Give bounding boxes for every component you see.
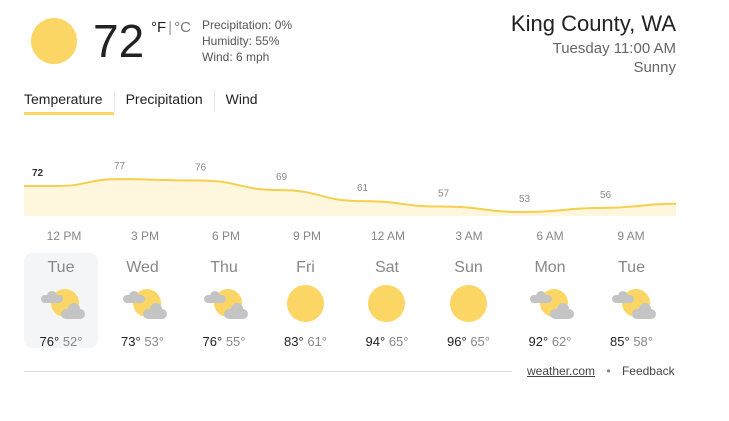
partly-cloudy-icon	[204, 285, 248, 325]
day-forecast-fri[interactable]: Fri 83° 61°	[269, 253, 343, 349]
humidity: Humidity: 55%	[202, 34, 280, 48]
low-temp: 65°	[470, 334, 490, 349]
data-label: 57	[438, 189, 450, 200]
sun-icon	[367, 285, 407, 325]
data-label: 61	[357, 183, 369, 194]
day-name: Tue	[47, 259, 75, 276]
day-name: Fri	[296, 259, 315, 276]
day-forecast-sun[interactable]: Sun 96° 65°	[432, 253, 506, 349]
x-tick-label: 6 PM	[211, 229, 240, 243]
unit-separator: |	[168, 19, 173, 36]
low-temp: 52°	[62, 334, 83, 349]
tab-bar: Temperature Precipitation Wind	[24, 90, 269, 115]
current-temp: 72	[93, 15, 145, 67]
unit-f[interactable]: °F	[151, 19, 167, 36]
day-forecast-tue[interactable]: Tue 85° 58°	[595, 253, 669, 349]
partly-cloudy-icon	[611, 285, 656, 325]
precipitation: Precipitation: 0%	[202, 18, 293, 32]
day-name: Wed	[126, 259, 159, 276]
temperature-line	[24, 178, 677, 214]
location-name: King County, WA	[510, 11, 676, 36]
x-tick-label: 12 AM	[370, 229, 406, 243]
data-label: 77	[114, 161, 126, 172]
day-name: Tue	[618, 259, 645, 276]
day-forecast-wed[interactable]: Wed 73° 53°	[106, 253, 180, 349]
low-temp: 61°	[307, 334, 327, 349]
separator-dot: •	[606, 364, 611, 378]
day-forecast-sat[interactable]: Sat 94° 65°	[350, 253, 424, 349]
x-tick-label: 3 PM	[130, 229, 159, 243]
high-temp: 94°	[365, 334, 386, 349]
day-name: Thu	[210, 259, 238, 276]
high-temp: 76°	[39, 334, 60, 349]
day-name: Sun	[454, 259, 483, 276]
low-temp: 53°	[144, 334, 164, 349]
unit-c[interactable]: °C	[174, 19, 191, 36]
divider	[24, 371, 512, 372]
data-label: 53	[519, 194, 531, 205]
high-temp: 76°	[202, 334, 223, 349]
feedback-link[interactable]: Feedback	[621, 364, 675, 378]
tab-wind[interactable]: Wind	[213, 90, 269, 112]
high-temp: 96°	[447, 334, 467, 349]
day-name: Mon	[534, 259, 566, 276]
x-tick-label: 6 AM	[536, 229, 564, 243]
day-name: Sat	[374, 259, 399, 276]
high-temp: 83°	[284, 334, 304, 349]
tab-temperature[interactable]: Temperature	[24, 90, 114, 115]
x-tick-label: 3 AM	[455, 229, 483, 243]
partly-cloudy-icon	[41, 285, 85, 325]
high-temp: 73°	[121, 334, 141, 349]
data-label: 72	[32, 168, 44, 179]
x-tick-label: 12 PM	[46, 229, 82, 243]
tab-precipitation[interactable]: Precipitation	[113, 90, 214, 112]
location-condition: Sunny	[633, 59, 676, 76]
low-temp: 55°	[225, 334, 246, 349]
sun-icon	[286, 285, 326, 325]
data-label: 56	[600, 190, 612, 201]
sun-icon	[449, 285, 489, 325]
x-tick-label: 9 PM	[292, 229, 321, 243]
temperature-chart: 72 77 76 69 61 57 53 56	[24, 161, 677, 216]
low-temp: 58°	[633, 334, 653, 349]
location-time: Tuesday 11:00 AM	[552, 40, 676, 57]
temperature-area	[24, 179, 676, 216]
source-link[interactable]: weather.com	[527, 364, 596, 378]
low-temp: 65°	[388, 334, 409, 349]
partly-cloudy-icon	[122, 285, 167, 325]
data-label: 69	[276, 172, 288, 183]
partly-cloudy-icon	[530, 285, 574, 325]
low-temp: 62°	[551, 334, 572, 349]
x-tick-label: 9 AM	[617, 229, 645, 243]
day-forecast-mon[interactable]: Mon 92° 62°	[513, 253, 587, 349]
sun-icon	[31, 18, 77, 64]
high-temp: 85°	[610, 334, 630, 349]
unit-toggle: °F | °C	[151, 19, 191, 36]
high-temp: 92°	[528, 334, 549, 349]
day-forecast-tue[interactable]: Tue 76° 52°	[24, 253, 98, 349]
wind: Wind: 6 mph	[202, 50, 270, 64]
data-label: 76	[195, 163, 207, 174]
day-forecast-thu[interactable]: Thu 76° 55°	[187, 253, 261, 349]
